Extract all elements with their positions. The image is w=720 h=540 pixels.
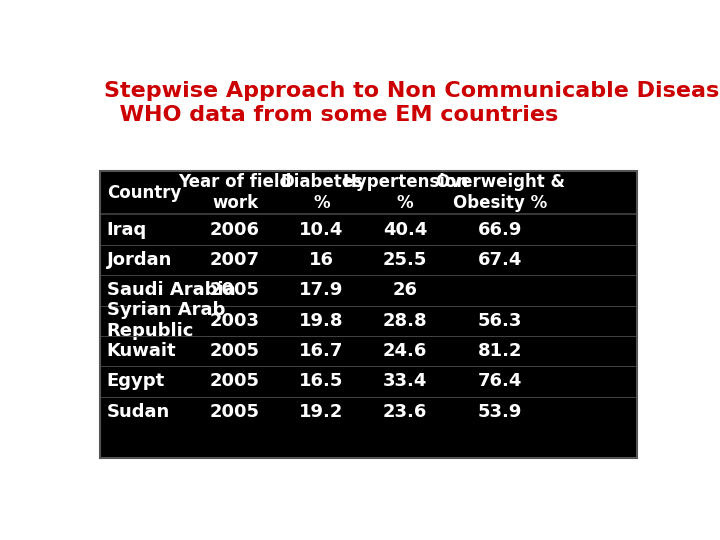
Text: 2006: 2006 xyxy=(210,221,260,239)
Text: 19.2: 19.2 xyxy=(300,403,343,421)
Text: Overweight &
Obesity %: Overweight & Obesity % xyxy=(436,173,564,212)
Text: 10.4: 10.4 xyxy=(300,221,343,239)
Text: 17.9: 17.9 xyxy=(300,281,343,299)
Text: Saudi Arabia: Saudi Arabia xyxy=(107,281,235,299)
Text: 25.5: 25.5 xyxy=(383,251,428,269)
Text: Stepwise Approach to Non Communicable Diseases
  WHO data from some EM countries: Stepwise Approach to Non Communicable Di… xyxy=(104,82,720,125)
Text: 16.5: 16.5 xyxy=(300,373,343,390)
Text: 23.6: 23.6 xyxy=(383,403,428,421)
Text: 24.6: 24.6 xyxy=(383,342,428,360)
Text: Sudan: Sudan xyxy=(107,403,170,421)
Text: Country: Country xyxy=(107,184,181,201)
Text: 2003: 2003 xyxy=(210,312,260,330)
Text: Jordan: Jordan xyxy=(107,251,172,269)
Text: 26: 26 xyxy=(393,281,418,299)
Text: 2007: 2007 xyxy=(210,251,260,269)
Text: Egypt: Egypt xyxy=(107,373,165,390)
Text: 2005: 2005 xyxy=(210,373,260,390)
Text: 19.8: 19.8 xyxy=(300,312,344,330)
Text: 66.9: 66.9 xyxy=(478,221,522,239)
Text: 81.2: 81.2 xyxy=(478,342,523,360)
Bar xyxy=(100,171,636,458)
Text: Hypertension
%: Hypertension % xyxy=(342,173,468,212)
Text: 28.8: 28.8 xyxy=(383,312,428,330)
Text: 53.9: 53.9 xyxy=(478,403,522,421)
Text: 76.4: 76.4 xyxy=(478,373,522,390)
Text: 40.4: 40.4 xyxy=(383,221,428,239)
Text: 33.4: 33.4 xyxy=(383,373,428,390)
Text: Iraq: Iraq xyxy=(107,221,147,239)
Text: 56.3: 56.3 xyxy=(478,312,522,330)
Text: Syrian Arab
Republic: Syrian Arab Republic xyxy=(107,301,225,340)
Text: 2005: 2005 xyxy=(210,281,260,299)
Text: Year of field
work: Year of field work xyxy=(179,173,292,212)
Text: Diabetes
%: Diabetes % xyxy=(280,173,363,212)
Bar xyxy=(100,171,636,458)
Text: 67.4: 67.4 xyxy=(478,251,522,269)
Text: 2005: 2005 xyxy=(210,403,260,421)
Text: 16: 16 xyxy=(309,251,334,269)
Text: 2005: 2005 xyxy=(210,342,260,360)
Text: Kuwait: Kuwait xyxy=(107,342,176,360)
Text: 16.7: 16.7 xyxy=(300,342,343,360)
